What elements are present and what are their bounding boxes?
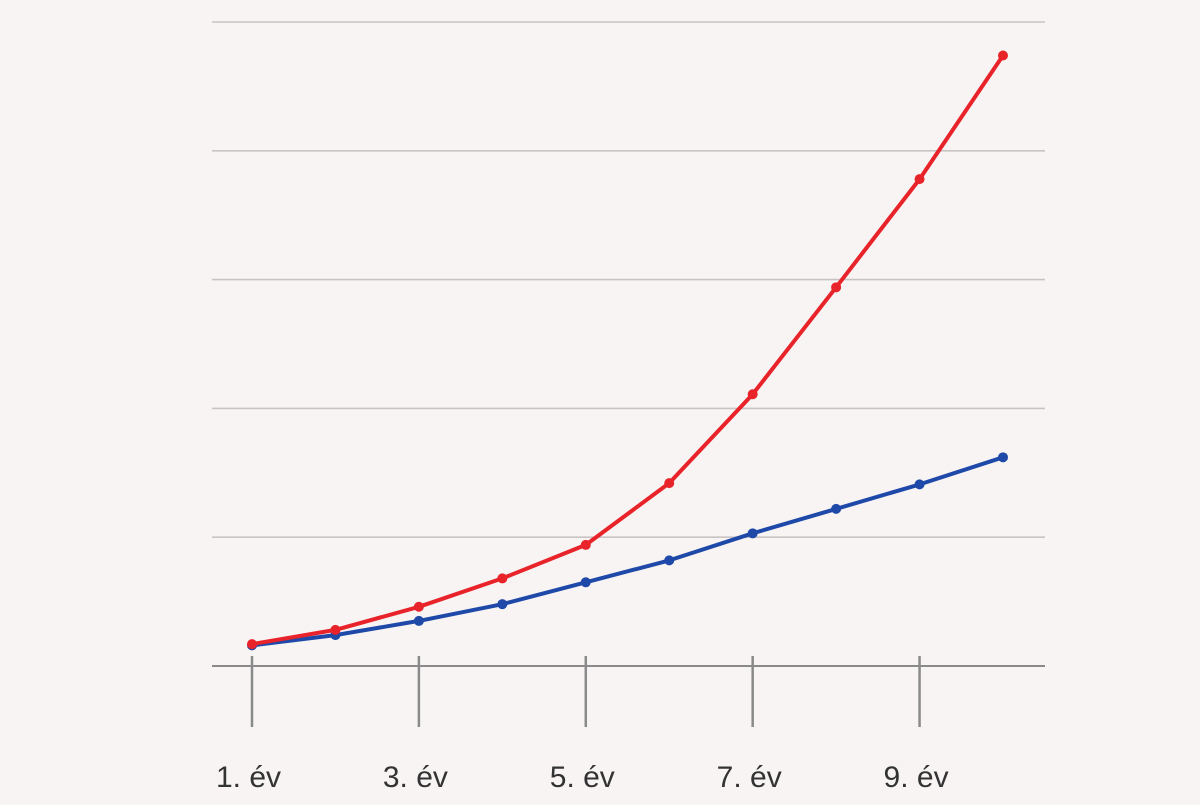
series-2-point-8 [831,503,842,514]
series-2-line [250,455,1005,648]
series-2-point-5 [580,577,591,588]
series-2-point-7 [747,528,758,539]
series-2-point-4 [497,599,508,610]
series-1-point-7 [747,389,758,400]
x-tick-label-4: 7. év [717,761,782,794]
x-tick-label-5: 9. év [884,761,949,794]
series-2-point-10 [998,452,1008,463]
series-1-point-3 [413,601,424,612]
x-axis [212,656,1045,727]
x-tick-labels: 1. év 3. év 5. év 7. év 9. év [216,761,949,794]
series-1 [247,50,1008,650]
series-1-point-8 [831,282,842,293]
series-1-point-6 [664,478,675,489]
series-2-point-9 [914,479,925,490]
series-2-point-3 [413,615,424,626]
series-1-point-5 [580,539,591,550]
x-tick-label-1: 1. év [216,761,281,794]
series-2 [247,452,1008,651]
series-1-point-2 [330,624,341,635]
series-2-point-6 [664,555,675,566]
series-1-line [250,53,1005,647]
series-1-point-4 [497,573,508,584]
series-1-point-9 [914,174,925,185]
series-layer [247,50,1008,651]
series-1-point-10 [998,50,1008,61]
series-1-point-1 [247,639,257,650]
x-tick-label-3: 5. év [550,761,615,794]
x-tick-label-2: 3. év [383,761,448,794]
gridlines [212,21,1045,539]
